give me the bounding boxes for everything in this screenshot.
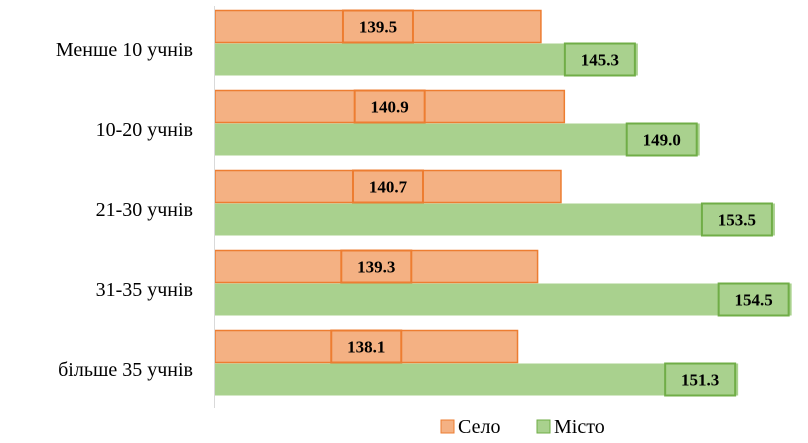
legend-label-misto: Місто bbox=[554, 416, 605, 438]
data-label-box bbox=[625, 122, 698, 157]
legend-swatch-misto bbox=[536, 419, 551, 434]
data-label-box bbox=[341, 9, 414, 44]
data-label-box bbox=[353, 89, 426, 124]
bar-misto bbox=[215, 203, 775, 236]
category-labels: Менше 10 учнів 10-20 учнів 21-30 учнів 31-3… bbox=[56, 39, 193, 381]
data-label: 139.3 bbox=[357, 258, 395, 277]
data-label: 149.0 bbox=[643, 131, 681, 150]
data-label: 145.3 bbox=[581, 51, 619, 70]
data-label-box bbox=[340, 249, 413, 284]
data-label-box bbox=[330, 329, 403, 364]
data-label-box bbox=[717, 282, 790, 317]
data-label: 140.7 bbox=[369, 178, 408, 197]
data-label: 153.5 bbox=[718, 211, 756, 230]
data-label-box bbox=[563, 42, 636, 77]
data-label-box bbox=[700, 202, 773, 237]
data-label: 139.5 bbox=[359, 18, 397, 37]
legend-swatch-selo bbox=[440, 419, 455, 434]
data-label-box bbox=[664, 362, 737, 397]
category-label: Менше 10 учнів bbox=[56, 39, 193, 61]
bars-layer bbox=[214, 9, 792, 396]
bar-misto bbox=[215, 123, 700, 156]
category-label: більше 35 учнів bbox=[58, 359, 193, 381]
data-labels-layer: 139.5 145.3 140.9 149.0 140.7 153.5 139.3 154.5… bbox=[330, 9, 790, 397]
bar-misto bbox=[215, 363, 739, 396]
data-label-box bbox=[351, 169, 424, 204]
bar-misto bbox=[215, 283, 792, 316]
legend: Село Місто bbox=[440, 416, 605, 438]
category-label: 10-20 учнів bbox=[96, 119, 193, 141]
data-label: 140.9 bbox=[371, 98, 409, 117]
category-label: 21-30 учнів bbox=[96, 199, 193, 221]
data-label: 138.1 bbox=[347, 338, 385, 357]
legend-label-selo: Село bbox=[458, 416, 500, 438]
data-label: 151.3 bbox=[681, 371, 719, 390]
data-label: 154.5 bbox=[735, 291, 773, 310]
category-label: 31-35 учнів bbox=[96, 279, 193, 301]
